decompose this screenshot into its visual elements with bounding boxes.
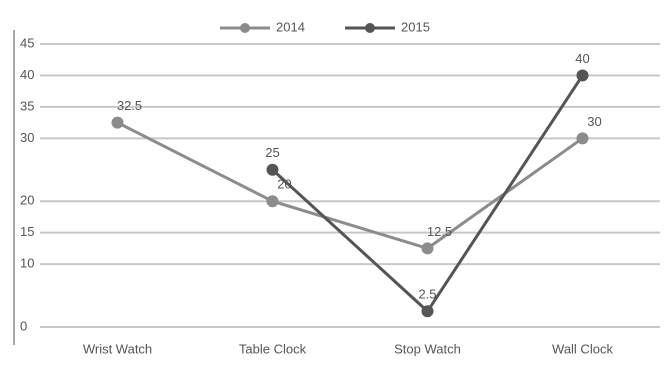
point (111, 116, 124, 129)
x-tick-label: Wall Clock (552, 341, 613, 356)
point (576, 132, 589, 145)
y-tick-label: 40 (20, 67, 34, 82)
y-tick-label: 10 (20, 256, 34, 271)
legend-label: 2014 (276, 19, 305, 34)
x-tick-label: Stop Watch (394, 341, 461, 356)
point (266, 163, 279, 176)
point (421, 242, 434, 255)
legend-marker (240, 23, 250, 33)
x-tick-label: Table Clock (239, 341, 307, 356)
series-line (271, 74, 584, 314)
data-label: 40 (575, 51, 589, 66)
legend-marker (365, 23, 375, 33)
y-tick-label: 35 (20, 98, 34, 113)
point (421, 305, 434, 318)
y-tick-label: 30 (20, 130, 34, 145)
point (266, 195, 279, 208)
data-label: 25 (265, 145, 279, 160)
y-tick-label: 0 (20, 318, 27, 333)
series-line (116, 121, 584, 251)
data-label: 32.5 (117, 98, 142, 113)
y-tick-label: 15 (20, 224, 34, 239)
y-tick-label: 45 (20, 35, 34, 50)
legend-label: 2015 (401, 19, 430, 34)
data-label: 20 (277, 177, 291, 192)
point (576, 69, 589, 82)
x-tick-label: Wrist Watch (83, 341, 152, 356)
data-label: 2.5 (418, 287, 436, 302)
data-label: 30 (587, 114, 601, 129)
data-label: 12.5 (427, 224, 452, 239)
y-tick-label: 20 (20, 193, 34, 208)
